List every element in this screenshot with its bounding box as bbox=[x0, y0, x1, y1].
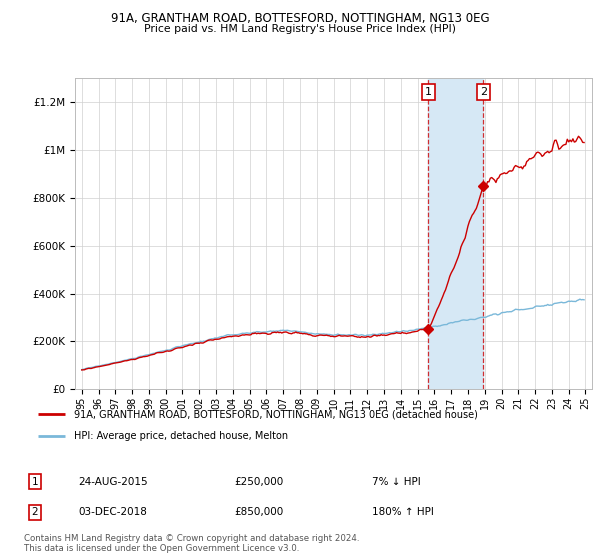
Text: Contains HM Land Registry data © Crown copyright and database right 2024.
This d: Contains HM Land Registry data © Crown c… bbox=[24, 534, 359, 553]
Text: Price paid vs. HM Land Registry's House Price Index (HPI): Price paid vs. HM Land Registry's House … bbox=[144, 24, 456, 34]
Text: 1: 1 bbox=[425, 87, 432, 97]
Text: 180% ↑ HPI: 180% ↑ HPI bbox=[372, 507, 434, 517]
Text: £850,000: £850,000 bbox=[234, 507, 283, 517]
Text: 91A, GRANTHAM ROAD, BOTTESFORD, NOTTINGHAM, NG13 0EG (detached house): 91A, GRANTHAM ROAD, BOTTESFORD, NOTTINGH… bbox=[74, 409, 478, 419]
Text: 03-DEC-2018: 03-DEC-2018 bbox=[78, 507, 147, 517]
Text: 1: 1 bbox=[31, 477, 38, 487]
Text: £250,000: £250,000 bbox=[234, 477, 283, 487]
Text: 7% ↓ HPI: 7% ↓ HPI bbox=[372, 477, 421, 487]
Text: 2: 2 bbox=[31, 507, 38, 517]
Text: 91A, GRANTHAM ROAD, BOTTESFORD, NOTTINGHAM, NG13 0EG: 91A, GRANTHAM ROAD, BOTTESFORD, NOTTINGH… bbox=[110, 12, 490, 25]
Text: 24-AUG-2015: 24-AUG-2015 bbox=[78, 477, 148, 487]
Bar bbox=[428, 78, 484, 389]
Text: 2: 2 bbox=[480, 87, 487, 97]
Text: HPI: Average price, detached house, Melton: HPI: Average price, detached house, Melt… bbox=[74, 431, 288, 441]
